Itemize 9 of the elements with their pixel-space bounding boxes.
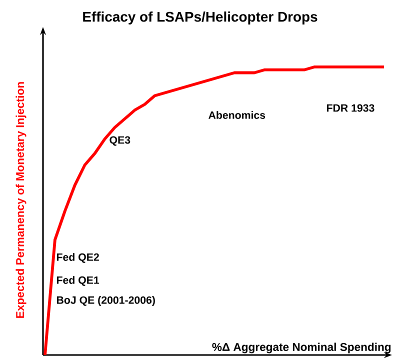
annotation: Fed QE1 — [56, 276, 100, 286]
annotation: FDR 1933 — [326, 104, 374, 112]
annotation: BoJ QE (2001-2006) — [56, 296, 155, 306]
annotation: QE3 — [110, 136, 130, 146]
annotation: Fed QE2 — [56, 253, 99, 263]
chart-title: Efficacy of LSAPs/Helicopter Drops — [83, 12, 318, 24]
y-axis-title: Expected Permanency of Monetary Injection — [16, 82, 26, 318]
annotation: Abenomics — [208, 111, 266, 119]
x-axis-title: %Δ Aggregate Nominal Spending — [212, 342, 391, 354]
